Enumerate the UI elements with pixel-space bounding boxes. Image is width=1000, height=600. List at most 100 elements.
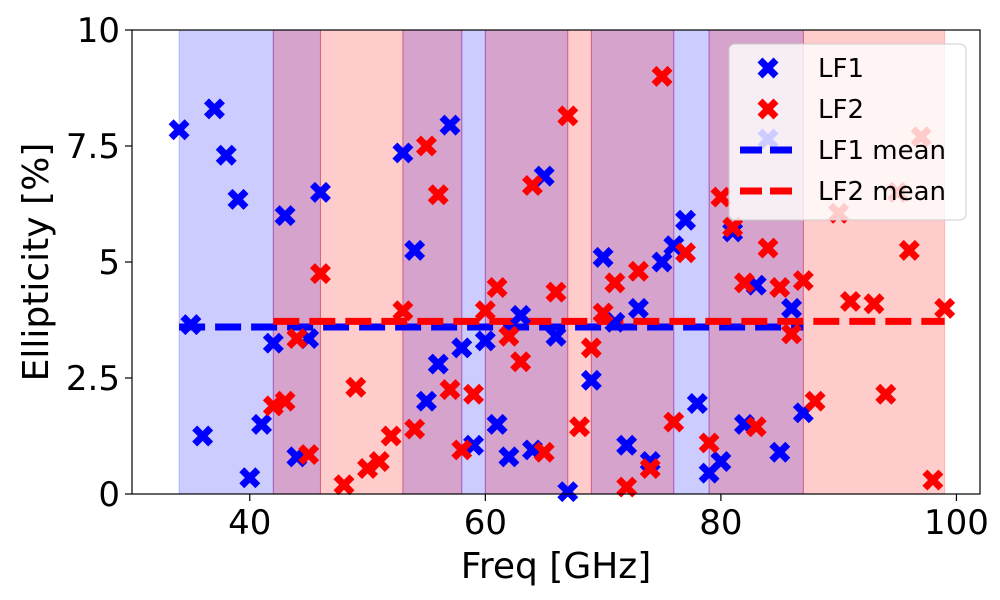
lf2-point [875, 383, 897, 405]
band-lf2-42-46 [272, 29, 321, 495]
lf2-point [922, 469, 944, 491]
lf1-point [192, 425, 214, 447]
lf2-point [781, 323, 803, 345]
y-tick-label: 0 [98, 475, 120, 515]
lf2-point [510, 351, 532, 373]
x-tick-label: 40 [228, 503, 271, 543]
lf2-point [463, 383, 485, 405]
lf1-point [415, 390, 437, 412]
x-tick-label: 60 [464, 503, 507, 543]
band-lf1-60-67 [484, 29, 569, 495]
lf2-point [333, 474, 355, 496]
legend: LF1 LF2 LF1 mean LF2 mean [728, 43, 967, 221]
lf2-point [639, 458, 661, 479]
lf1-point [451, 337, 473, 359]
lf1-point [675, 209, 697, 231]
lf2-point [675, 242, 697, 264]
lf1-point [309, 181, 331, 203]
lf1-point [557, 481, 579, 503]
lf2-point [698, 432, 720, 454]
legend-label: LF1 [818, 54, 864, 84]
lf1-point [545, 325, 567, 347]
lf1-point [627, 297, 649, 319]
lf2-point [262, 395, 284, 417]
lf2-point [627, 260, 649, 282]
lf1-point [203, 98, 225, 120]
lf2-point [380, 425, 402, 447]
legend-label: LF2 mean [818, 177, 946, 207]
lf2-point [592, 302, 614, 324]
lf2-point [769, 277, 791, 298]
axis-ticks: 40 60 80 100 0 2.5 5 7.5 10 [66, 11, 989, 543]
lf1-point [781, 297, 803, 319]
lf2-point [533, 441, 555, 463]
lf2-point [451, 439, 473, 461]
lf1-point [769, 441, 791, 463]
y-tick-label: 5 [98, 243, 120, 283]
band-lf2-46-53 [319, 29, 404, 495]
y-axis-title: Ellipticity [%] [16, 143, 57, 382]
lf2-point [898, 239, 920, 261]
y-tick-label: 10 [77, 11, 120, 51]
band-lf1-58-60 [461, 29, 486, 495]
lf1-point [404, 239, 426, 261]
y-tick-label: 2.5 [66, 359, 120, 399]
lf2-point [486, 277, 508, 298]
lf1-point [215, 144, 237, 166]
lf2-point [757, 237, 779, 259]
lf1-point [686, 393, 708, 414]
legend-box [728, 43, 967, 221]
lf2-point [839, 290, 861, 312]
lf1-point [392, 142, 414, 164]
lf1-point [262, 332, 284, 354]
lf2-point [745, 416, 767, 438]
lf2-point [934, 297, 956, 319]
lf2-point [368, 451, 390, 472]
lf2-point [604, 272, 626, 294]
lf2-point [722, 216, 744, 238]
lf1-point [592, 246, 614, 268]
lf1-point [651, 251, 673, 273]
lf2-point [569, 416, 591, 438]
legend-marker-lf1 [757, 57, 779, 79]
lf1-point [251, 413, 273, 435]
lf2-point [710, 186, 732, 208]
lf2-point [663, 411, 685, 433]
legend-label: LF1 mean [818, 136, 946, 166]
x-axis-title: Freq [GHz] [461, 546, 652, 587]
lf2-point [792, 270, 814, 292]
lf1-point [463, 434, 485, 456]
lf2-point [521, 174, 543, 196]
lf2-point [580, 337, 602, 359]
lf2-point [474, 300, 496, 322]
legend-label: LF2 [818, 95, 864, 125]
lf1-point [710, 451, 732, 472]
lf1-point [580, 369, 602, 391]
lf1-point [486, 413, 508, 435]
lf2-point [309, 263, 331, 285]
lf2-point [498, 325, 520, 347]
lf1-point [239, 467, 261, 489]
lf2-point [651, 65, 673, 87]
lf1-point [274, 205, 296, 227]
legend-marker-lf2 [757, 98, 779, 120]
lf2-point [427, 184, 449, 206]
lf1-point [168, 119, 190, 141]
band-lf2-53-58 [402, 29, 463, 495]
lf2-point [286, 328, 308, 350]
lf1-point [498, 446, 520, 468]
lf2-point [345, 376, 367, 398]
lf2-point [616, 476, 638, 498]
lf2-point [415, 135, 437, 157]
lf2-point [392, 300, 414, 322]
lf2-point [804, 390, 826, 412]
lf2-point [404, 418, 426, 440]
lf2-point [733, 272, 755, 294]
lf2-point [439, 379, 461, 401]
lf1-point [510, 304, 532, 326]
lf1-point [474, 330, 496, 352]
lf1-point [439, 114, 461, 136]
lf1-point [180, 314, 202, 336]
x-tick-label: 80 [699, 503, 742, 543]
